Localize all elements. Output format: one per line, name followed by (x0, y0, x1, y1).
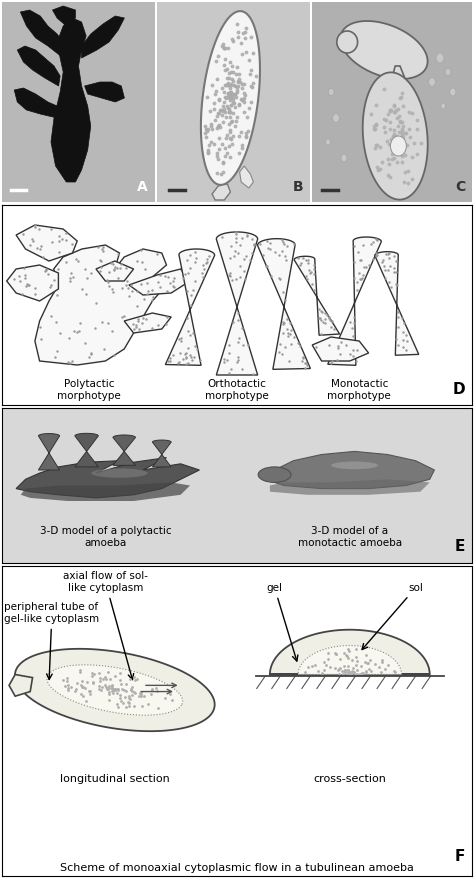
Polygon shape (53, 6, 75, 26)
Text: A: A (137, 180, 148, 194)
Text: longitudinal section: longitudinal section (60, 773, 170, 784)
Text: Monotactic
morphotype: Monotactic morphotype (328, 379, 391, 401)
Polygon shape (294, 257, 339, 335)
Polygon shape (201, 11, 260, 185)
Text: gel: gel (266, 583, 298, 661)
Polygon shape (129, 269, 190, 295)
Ellipse shape (91, 468, 148, 477)
Polygon shape (9, 674, 33, 696)
Polygon shape (124, 313, 171, 333)
Text: axial flow of sol-
like cytoplasm: axial flow of sol- like cytoplasm (63, 571, 148, 679)
Polygon shape (113, 435, 136, 466)
Polygon shape (75, 434, 98, 467)
Polygon shape (16, 458, 200, 498)
Polygon shape (35, 245, 166, 365)
Text: B: B (292, 180, 303, 194)
Polygon shape (85, 82, 124, 102)
Text: E: E (455, 539, 465, 553)
Polygon shape (328, 237, 381, 366)
Polygon shape (312, 337, 369, 361)
Text: Polytactic
morphotype: Polytactic morphotype (57, 379, 121, 401)
Text: F: F (455, 848, 465, 864)
Polygon shape (392, 66, 408, 102)
Circle shape (441, 103, 446, 109)
Circle shape (328, 89, 334, 96)
Polygon shape (340, 21, 428, 79)
Polygon shape (257, 239, 310, 369)
Ellipse shape (258, 467, 291, 483)
Polygon shape (165, 249, 215, 366)
Polygon shape (51, 18, 91, 182)
Polygon shape (265, 451, 434, 489)
Polygon shape (298, 645, 401, 674)
Circle shape (445, 69, 451, 76)
Text: peripheral tube of
gel-like cytoplasm: peripheral tube of gel-like cytoplasm (4, 603, 100, 679)
Polygon shape (153, 440, 171, 467)
Polygon shape (16, 225, 77, 261)
Polygon shape (270, 629, 430, 674)
Polygon shape (363, 72, 428, 199)
Circle shape (428, 78, 436, 87)
Polygon shape (240, 166, 254, 188)
Text: 3-D model of a polytactic
amoeba: 3-D model of a polytactic amoeba (40, 526, 171, 547)
Circle shape (341, 154, 347, 162)
Text: C: C (456, 180, 466, 194)
Polygon shape (7, 265, 58, 301)
Ellipse shape (337, 31, 357, 53)
Polygon shape (38, 434, 60, 470)
Circle shape (326, 139, 330, 145)
Text: cross-section: cross-section (313, 773, 386, 784)
Circle shape (436, 53, 444, 63)
Text: Orthotactic
morphotype: Orthotactic morphotype (205, 379, 269, 401)
Text: D: D (452, 382, 465, 397)
Polygon shape (15, 649, 215, 731)
Polygon shape (20, 10, 63, 58)
Polygon shape (212, 184, 230, 200)
Circle shape (332, 114, 339, 122)
Text: 3-D model of a
monotactic amoeba: 3-D model of a monotactic amoeba (298, 526, 402, 547)
Polygon shape (270, 479, 430, 494)
Ellipse shape (391, 136, 406, 156)
Polygon shape (47, 665, 182, 715)
Text: sol: sol (362, 583, 423, 650)
Circle shape (450, 88, 456, 96)
Polygon shape (82, 16, 124, 58)
Polygon shape (375, 252, 419, 355)
Ellipse shape (331, 461, 378, 469)
Polygon shape (21, 483, 190, 501)
Polygon shape (96, 261, 134, 281)
Polygon shape (14, 88, 57, 118)
Polygon shape (17, 46, 60, 86)
Polygon shape (216, 232, 258, 375)
Text: Scheme of monoaxial cytoplasmic flow in a tubulinean amoeba: Scheme of monoaxial cytoplasmic flow in … (60, 863, 414, 873)
